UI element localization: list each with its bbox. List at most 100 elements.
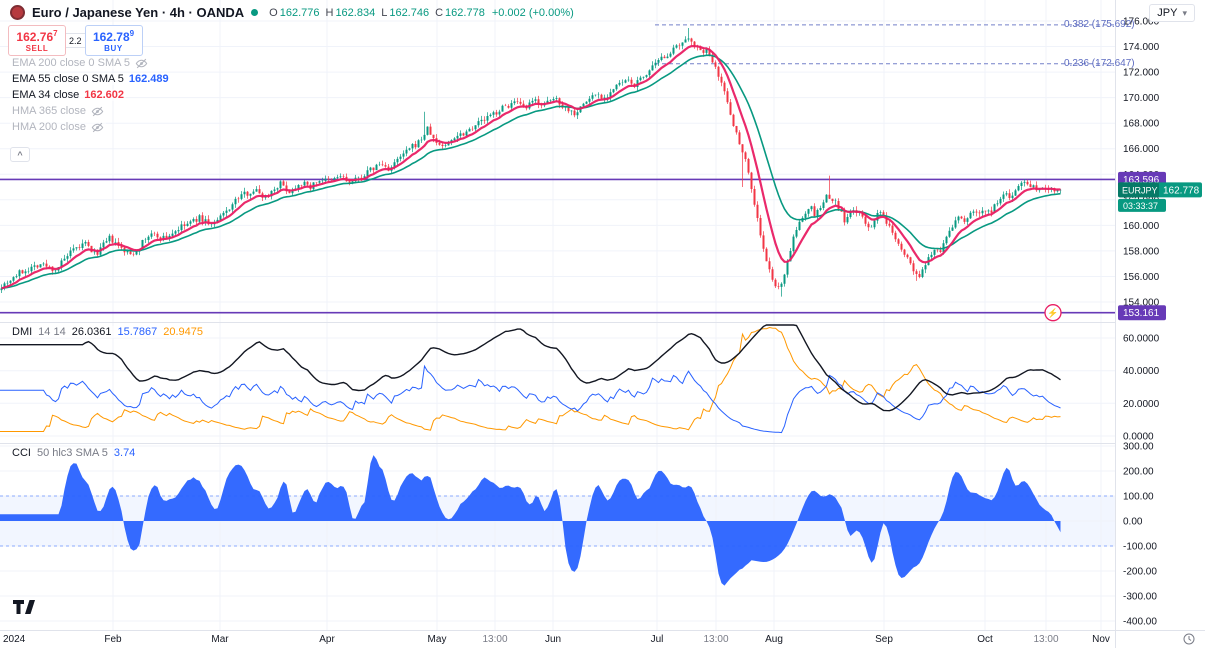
time-tick-label: 2024 <box>3 634 26 645</box>
open-label: O <box>269 6 278 19</box>
sell-button[interactable]: 162.767 SELL <box>8 25 66 56</box>
dmi-plus-di-value: 15.7867 <box>117 326 158 338</box>
indicator-value: 162.602 <box>84 89 125 101</box>
time-tick-label: May <box>427 634 447 645</box>
indicator-label: HMA 365 close <box>12 105 86 117</box>
price-axis[interactable]: 154.000156.000158.000160.000162.000164.0… <box>1115 0 1205 630</box>
price-chart-panel[interactable]: ⚡ <box>0 0 1115 322</box>
high-label: H <box>325 6 334 19</box>
dmi-minus-di-value: 20.9475 <box>163 326 203 338</box>
dmi-tick-label: 40.0000 <box>1123 366 1160 377</box>
chart-header: Euro / Japanese Yen · 4h · OANDA O 162.77… <box>10 5 574 20</box>
cci-tick-label: -200.00 <box>1123 567 1157 578</box>
fib-level-label[interactable]: 0.236 (172.647) <box>1064 57 1135 69</box>
low-label: L <box>381 6 388 19</box>
indicator-legend-row[interactable]: HMA 365 close <box>10 105 106 117</box>
dmi-tick-label: 0.0000 <box>1123 432 1154 443</box>
tradingview-logo-icon[interactable] <box>12 599 36 615</box>
symbol-title[interactable]: Euro / Japanese Yen · 4h · OANDA <box>32 5 245 20</box>
visibility-off-icon[interactable] <box>91 122 104 133</box>
order-widget: 162.767 SELL 2.2 162.789 BUY <box>8 25 143 56</box>
dmi-legend[interactable]: DMI 14 14 26.0361 15.7867 20.9475 <box>10 326 205 338</box>
ema-fast-line <box>1 44 1061 290</box>
alert-lightning-icon[interactable]: ⚡ <box>1044 304 1062 322</box>
currency-selector[interactable]: JPY ▾ <box>1149 4 1195 22</box>
cci-tick-label: -400.00 <box>1123 617 1157 628</box>
cci-tick-label: 100.00 <box>1123 492 1154 503</box>
indicator-legend-list: EMA 200 close 0 SMA 5 EMA 55 close 0 SMA … <box>10 57 171 133</box>
collapse-legend-button[interactable]: ^ <box>10 147 30 162</box>
ohlc-readout: O 162.776 H 162.834 L 162.746 C 162.778 +0.0… <box>265 7 574 19</box>
time-tick-label: Aug <box>765 634 783 645</box>
svg-text:163.596: 163.596 <box>1123 175 1160 186</box>
price-tick-label: 158.000 <box>1123 246 1160 257</box>
dmi-indicator-panel[interactable] <box>0 322 1115 443</box>
broker-logo-icon[interactable] <box>10 5 25 20</box>
price-tick-label: 170.000 <box>1123 93 1160 104</box>
time-tick-label: Jul <box>650 634 664 645</box>
timezone-clock-icon[interactable] <box>1183 633 1195 645</box>
ema-slow-line <box>1 54 1061 290</box>
indicator-label: EMA 34 close <box>12 89 80 101</box>
price-level-badge: 153.161 <box>1118 305 1166 321</box>
indicator-value: 162.489 <box>128 73 169 85</box>
visibility-off-icon[interactable] <box>135 58 148 69</box>
fib-level-label[interactable]: 0.382 (175.692) <box>1064 18 1135 30</box>
time-axis[interactable]: 2024 Feb Mar Apr May 13:00 Jun Jul 13:00 Aug Sep Oc… <box>0 630 1205 648</box>
cci-indicator-panel[interactable] <box>0 443 1115 630</box>
low-value: 162.746 <box>389 6 430 19</box>
price-tick-label: 168.000 <box>1123 119 1160 130</box>
panel-separator[interactable] <box>0 322 1115 323</box>
buy-button[interactable]: 162.789 BUY <box>84 25 143 56</box>
chevron-down-icon: ▾ <box>1182 7 1187 18</box>
svg-text:03:33:37: 03:33:37 <box>1123 201 1158 211</box>
price-tick-label: 166.000 <box>1123 144 1160 155</box>
dmi-adx-line <box>0 324 1061 412</box>
cci-area <box>0 455 1061 586</box>
time-tick-label: Apr <box>319 634 335 645</box>
indicator-legend-row[interactable]: HMA 200 close <box>10 121 106 133</box>
indicator-legend-row[interactable]: EMA 55 close 0 SMA 5 162.489 <box>10 73 171 85</box>
cci-tick-label: 0.00 <box>1123 517 1143 528</box>
close-value: 162.778 <box>445 6 485 19</box>
open-value: 162.776 <box>279 6 320 19</box>
candle-wicks-down <box>22 37 1055 290</box>
time-tick-label: Oct <box>977 634 993 645</box>
price-tick-label: 160.000 <box>1123 221 1160 232</box>
time-tick-label: Nov <box>1092 634 1110 645</box>
svg-text:162.778: 162.778 <box>1163 185 1200 196</box>
axis-corner-separator <box>1115 631 1116 648</box>
time-tick-label: 13:00 <box>703 634 729 645</box>
svg-text:⚡: ⚡ <box>1047 307 1058 319</box>
dmi-title: DMI <box>12 326 33 338</box>
axis-separator <box>1115 0 1116 630</box>
dmi-adx-value: 26.0361 <box>71 326 112 338</box>
cci-tick-label: -300.00 <box>1123 592 1157 603</box>
cci-params: 50 hlc3 SMA 5 <box>36 447 108 459</box>
indicator-legend-row[interactable]: EMA 34 close 162.602 <box>10 89 127 101</box>
indicator-label: EMA 200 close 0 SMA 5 <box>12 57 131 69</box>
panel-separator[interactable] <box>0 443 1115 444</box>
dmi-params: 14 14 <box>38 326 66 338</box>
price-tick-label: 176.000 <box>1123 17 1160 28</box>
dmi-tick-label: 60.0000 <box>1123 334 1160 345</box>
cci-tick-label: 300.00 <box>1123 442 1154 453</box>
time-tick-label: 13:00 <box>1033 634 1059 645</box>
sell-label: SELL <box>25 44 49 53</box>
time-tick-label: Mar <box>211 634 229 645</box>
market-status-icon[interactable] <box>251 9 259 16</box>
cci-title: CCI <box>12 447 31 459</box>
spread-value: 2.2 <box>66 33 85 48</box>
time-tick-label: Jun <box>544 634 562 645</box>
visibility-off-icon[interactable] <box>91 106 104 117</box>
indicator-legend-row[interactable]: EMA 200 close 0 SMA 5 <box>10 57 151 69</box>
high-value: 162.834 <box>335 6 376 19</box>
dmi-minus-di-line <box>0 326 1061 432</box>
dmi-plus-di-line <box>0 364 1061 434</box>
cci-legend[interactable]: CCI 50 hlc3 SMA 5 3.74 <box>10 447 138 459</box>
buy-label: BUY <box>104 44 123 53</box>
price-tick-label: 172.000 <box>1123 68 1160 79</box>
candle-bodies-down <box>21 38 1056 287</box>
change-value: +0.002 (+0.00%) <box>491 6 574 19</box>
